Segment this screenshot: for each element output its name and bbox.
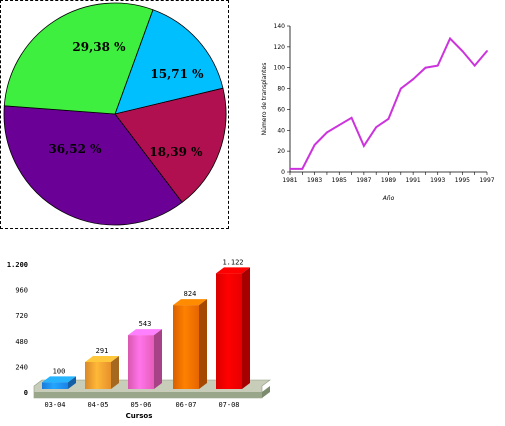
bar-top-face xyxy=(128,329,162,336)
data-point xyxy=(362,145,365,147)
bar-top-face xyxy=(42,376,76,383)
bar-top-face xyxy=(85,355,119,362)
pie-slice-label: 18,39 % xyxy=(149,145,203,159)
bar-top-face xyxy=(173,299,207,306)
data-point xyxy=(301,167,304,170)
pie-chart-panel: 15,71 % 18,39 % 36,52 % 29,38 % xyxy=(0,0,229,229)
bar xyxy=(85,361,111,389)
y-tick-label: 720 xyxy=(15,312,28,320)
bar-side-face xyxy=(68,376,76,389)
pie-slice xyxy=(3,2,154,115)
data-point xyxy=(436,64,439,67)
x-tick-label: 1995 xyxy=(455,177,470,184)
line-chart: 0 20 40 60 80 100 120 140 1981 1983 1985 1987 1989 19… xyxy=(261,23,495,202)
bar-value-label: 291 xyxy=(96,347,109,355)
pie-slice-label: 29,38 % xyxy=(72,40,126,54)
floor-slab-front xyxy=(34,392,262,398)
pie-slice-label: 36,52 % xyxy=(48,142,102,156)
bar-chart: 0 240 480 720 960 1.200 100 03-04 291 04-05 543 05-… xyxy=(7,258,271,420)
pie-chart: 15,71 % 18,39 % 36,52 % 29,38 % xyxy=(3,2,227,226)
data-point xyxy=(486,50,488,52)
x-tick-label: 1991 xyxy=(405,177,420,184)
line-chart-panel: 0 20 40 60 80 100 120 140 1981 1983 1985 1987 1989 19… xyxy=(250,15,500,215)
y-tick-label: 120 xyxy=(274,44,286,51)
bar-value-label: 1.122 xyxy=(222,258,243,266)
bar-side-face xyxy=(111,355,119,389)
bar xyxy=(173,305,199,389)
floor-slab-side xyxy=(262,386,270,398)
bar-value-label: 824 xyxy=(184,290,197,298)
pie-slice xyxy=(3,105,183,226)
bar-chart-panel: 0 240 480 720 960 1.200 100 03-04 291 04-05 543 05-… xyxy=(0,255,280,426)
x-tick-label: 1989 xyxy=(381,177,396,184)
bar-side-face xyxy=(154,329,162,389)
x-tick-label: 1987 xyxy=(356,177,371,184)
data-point xyxy=(289,167,291,170)
bar-top-face xyxy=(216,267,250,274)
pie-slice xyxy=(114,9,224,115)
x-tick-label: 06-07 xyxy=(175,401,196,409)
y-axis-title: Número de transplantes xyxy=(261,63,268,136)
y-tick-label: 960 xyxy=(15,287,28,295)
bar-side-face xyxy=(242,267,250,389)
x-tick-label: 1981 xyxy=(282,177,297,184)
data-point xyxy=(424,66,427,69)
x-tick-label: 1985 xyxy=(332,177,347,184)
y-tick-label: 240 xyxy=(15,363,28,371)
data-point xyxy=(338,124,341,126)
y-tick-label: 0 xyxy=(281,169,285,176)
x-tick-label: 1993 xyxy=(430,177,445,184)
bar-value-label: 543 xyxy=(139,320,152,328)
data-point xyxy=(326,131,328,134)
data-series-line xyxy=(290,36,488,170)
y-tick-label: 1.200 xyxy=(7,261,28,269)
data-point xyxy=(412,78,415,81)
data-point xyxy=(387,117,390,120)
y-tick-label: 100 xyxy=(274,65,286,72)
y-tick-label: 140 xyxy=(274,23,286,30)
y-tick-label: 40 xyxy=(277,127,285,134)
x-tick-label: 05-06 xyxy=(130,401,151,409)
y-tick-label: 60 xyxy=(277,106,285,113)
y-tick-label: 80 xyxy=(277,86,285,93)
y-tick-label: 480 xyxy=(15,338,28,346)
data-point xyxy=(375,126,378,129)
pie-slice-label: 15,71 % xyxy=(150,67,204,81)
y-tick-label: 0 xyxy=(24,389,28,397)
x-axis-title: Año xyxy=(382,195,395,202)
x-tick-label: 03-04 xyxy=(44,401,65,409)
x-tick-label: 1983 xyxy=(307,177,322,184)
y-tick-label: 20 xyxy=(277,148,285,155)
data-point xyxy=(473,64,476,67)
x-tick-label: 07-08 xyxy=(218,401,239,409)
data-point xyxy=(350,116,353,119)
bar-value-label: 100 xyxy=(53,367,66,375)
bar xyxy=(128,335,154,389)
bar xyxy=(216,273,242,389)
x-axis-title: Cursos xyxy=(126,412,153,420)
data-point xyxy=(313,143,316,146)
bar xyxy=(42,382,68,389)
x-tick-label: 04-05 xyxy=(87,401,108,409)
x-tick-label: 1997 xyxy=(479,177,494,184)
data-point xyxy=(399,87,402,90)
pie-slice xyxy=(114,87,227,203)
bar-side-face xyxy=(199,299,207,389)
data-point xyxy=(449,37,451,40)
data-point xyxy=(461,50,464,52)
